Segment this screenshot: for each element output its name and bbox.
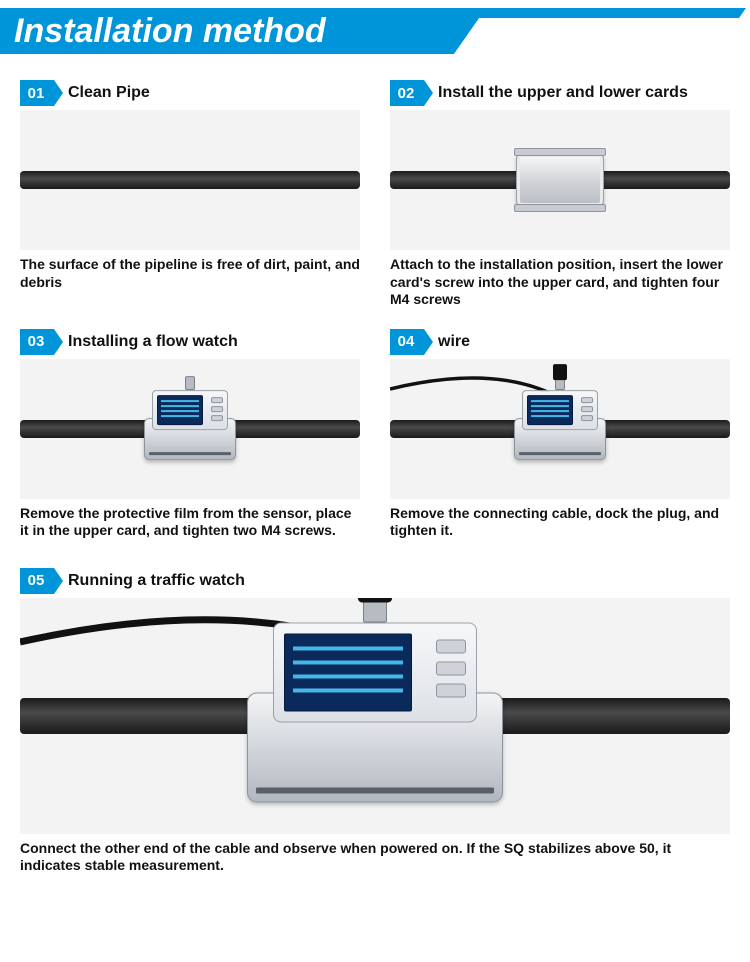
step-number: 04 (390, 329, 424, 355)
step-number: 01 (20, 80, 54, 106)
cable-plug-illustration (358, 598, 392, 602)
flowmeter-device-illustration (235, 614, 515, 802)
step-title: wire (432, 333, 470, 351)
step-title: Install the upper and lower cards (432, 84, 688, 102)
cable-plug-illustration (553, 364, 567, 380)
step-description: Remove the protective film from the sens… (20, 499, 360, 552)
step-description: Remove the connecting cable, dock the pl… (390, 499, 730, 552)
step-01: 01 Clean Pipe The surface of the pipelin… (20, 78, 360, 321)
pipe-illustration (20, 171, 360, 189)
step-title: Running a traffic watch (62, 572, 245, 590)
step-02-diagram (390, 110, 730, 250)
step-number: 02 (390, 80, 424, 106)
step-03: 03 Installing a flow watch Remove the pr… (20, 327, 360, 552)
step-04-diagram (390, 359, 730, 499)
step-number: 03 (20, 329, 54, 355)
step-description: Attach to the installation position, ins… (390, 250, 730, 321)
step-04: 04 wire Remove the connectin (390, 327, 730, 552)
step-number: 05 (20, 568, 54, 594)
page-title: Installation method (0, 8, 440, 54)
step-description: The surface of the pipeline is free of d… (20, 250, 360, 303)
step-description: Connect the other end of the cable and o… (20, 834, 730, 887)
section-header: Installation method (0, 0, 750, 56)
steps-grid: 01 Clean Pipe The surface of the pipelin… (0, 56, 750, 566)
step-05-diagram (20, 598, 730, 834)
step-title: Clean Pipe (62, 84, 150, 102)
step-05: 05 Running a traffic watch Connect the o… (0, 566, 750, 907)
flowmeter-device-illustration (139, 386, 241, 460)
flowmeter-device-illustration (509, 386, 611, 460)
step-02: 02 Install the upper and lower cards Att… (390, 78, 730, 321)
step-03-diagram (20, 359, 360, 499)
step-title: Installing a flow watch (62, 333, 238, 351)
clamp-illustration (516, 153, 604, 207)
step-01-diagram (20, 110, 360, 250)
